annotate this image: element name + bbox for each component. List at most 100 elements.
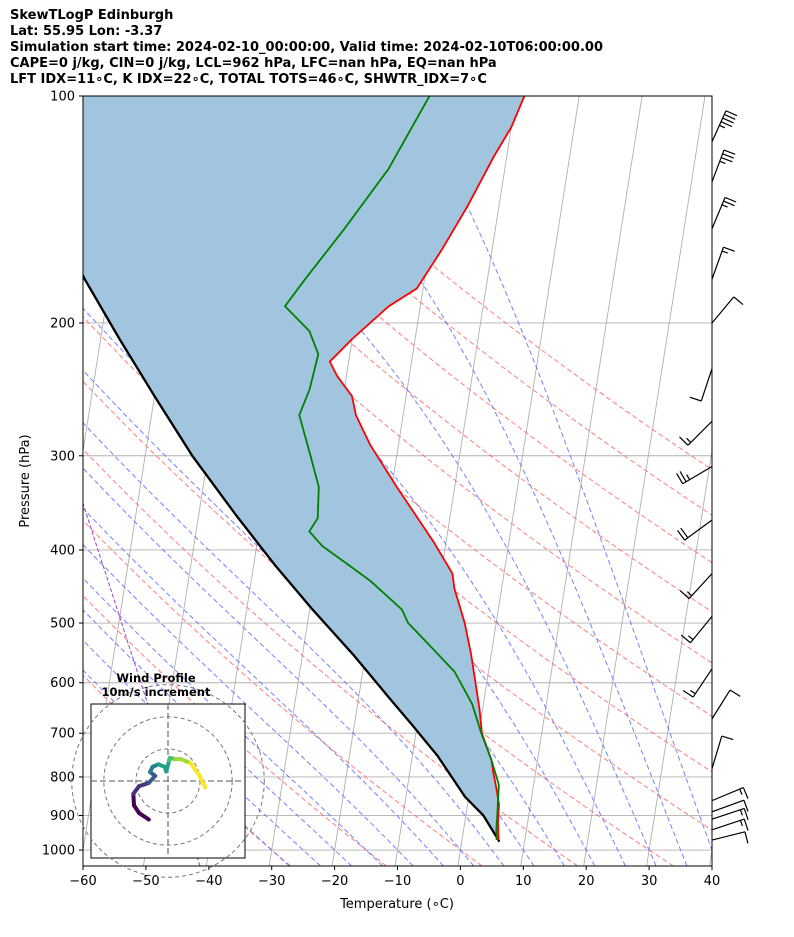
barb-flag [720, 157, 733, 163]
x-tick-label: −50 [132, 874, 159, 889]
dry-adiabat [83, 448, 578, 866]
barb-flag [744, 831, 749, 844]
x-tick-label: 0 [456, 874, 464, 889]
barb-flag [723, 200, 735, 207]
barb-flag [743, 818, 749, 831]
hodograph-ring [71, 684, 265, 878]
isotherm-line [0, 96, 76, 866]
x-tick-label: 30 [641, 874, 658, 889]
y-tick-label: 500 [50, 617, 75, 632]
y-tick-label: 700 [50, 727, 75, 742]
moist-adiabat [83, 422, 505, 866]
barb-shaft [711, 831, 746, 841]
barb-flag [677, 530, 686, 541]
barb-flag [742, 787, 749, 799]
barb-half-flag [721, 250, 728, 254]
barb-flag [724, 113, 736, 120]
wind-barb [677, 519, 713, 541]
barb-shaft [711, 799, 745, 813]
barb-shaft [711, 197, 726, 230]
barb-shaft [684, 519, 713, 541]
barb-shaft [711, 296, 735, 324]
isotherm-line [520, 96, 643, 866]
y-tick-label: 600 [50, 676, 75, 691]
y-tick-label: 800 [50, 770, 75, 785]
cin-shading [83, 96, 525, 842]
wind-barb [711, 787, 749, 802]
barb-flag [680, 634, 691, 644]
isotherm-line [646, 447, 712, 866]
dry-adiabat [83, 519, 483, 866]
moist-adiabat [144, 96, 657, 866]
x-tick-label: 10 [515, 874, 532, 889]
moist-adiabat [83, 609, 353, 866]
barb-shaft [692, 668, 713, 698]
wind-barb [711, 110, 738, 143]
y-axis-label: Pressure (hPa) [18, 434, 33, 527]
parcel-profile-line [83, 273, 501, 843]
barb-flag [679, 471, 687, 483]
chart-header: SkewTLogP Edinburgh Lat: 55.95 Lon: -3.3… [10, 8, 603, 88]
barb-half-flag [687, 635, 694, 641]
barb-shaft [688, 573, 713, 600]
x-tick-label: 40 [704, 874, 721, 889]
y-tick-label: 100 [50, 90, 75, 105]
barb-shaft [711, 689, 731, 720]
temperature-line [328, 96, 526, 841]
barb-flag [721, 735, 734, 741]
barb-flag [722, 117, 734, 124]
moist-adiabat [408, 96, 712, 852]
barb-shaft [690, 616, 713, 644]
wind-barb [711, 246, 735, 280]
barb-half-flag [686, 474, 691, 481]
barb-shaft [711, 735, 723, 769]
dry-adiabat [239, 96, 712, 471]
barb-flag [679, 436, 689, 446]
barb-half-flag [719, 160, 726, 164]
x-axis-label: Temperature (∘C) [339, 897, 454, 912]
x-tick-label: −20 [321, 874, 348, 889]
isotherm-line [0, 96, 13, 866]
indices-line-2: LFT IDX=11∘C, K IDX=22∘C, TOTAL TOTS=46∘… [10, 72, 487, 87]
wind-barb [711, 689, 741, 720]
wind-barbs [676, 110, 749, 844]
isotherm-line [583, 96, 706, 866]
wind-barb [676, 465, 713, 485]
wind-barb [711, 149, 736, 183]
wind-barb [689, 368, 713, 402]
barb-flag [725, 110, 738, 117]
barb-shaft [711, 787, 744, 802]
dry-adiabat [83, 195, 712, 717]
barb-flag [679, 590, 690, 600]
barb-flag [743, 800, 749, 812]
barb-shaft [711, 110, 727, 143]
inset-subtitle: 10m/s increment [102, 685, 211, 699]
x-tick-label: −40 [195, 874, 222, 889]
barb-flag [723, 246, 735, 252]
barb-half-flag [690, 689, 696, 695]
barb-half-flag [739, 788, 743, 795]
data-layer [83, 96, 526, 843]
moist-adiabat [277, 96, 688, 866]
barb-shaft [682, 465, 713, 485]
barb-shaft [711, 807, 745, 820]
barb-flag [689, 396, 702, 402]
barb-flag [682, 689, 694, 698]
y-tick-label: 400 [50, 543, 75, 558]
barb-shaft [687, 420, 713, 446]
barb-half-flag [721, 204, 728, 208]
barb-half-flag [719, 124, 726, 129]
wind-barb [679, 573, 713, 600]
barb-half-flag [686, 591, 693, 597]
barb-flag [724, 196, 737, 203]
barb-flag [743, 808, 749, 820]
barb-half-flag [739, 809, 743, 816]
x-tick-label: 20 [578, 874, 595, 889]
wind-barb [711, 735, 734, 769]
barb-shaft [711, 247, 725, 280]
barb-flag [722, 153, 734, 159]
wind-barb [711, 807, 749, 820]
wind-barb [679, 420, 713, 446]
wind-barb [711, 196, 737, 230]
